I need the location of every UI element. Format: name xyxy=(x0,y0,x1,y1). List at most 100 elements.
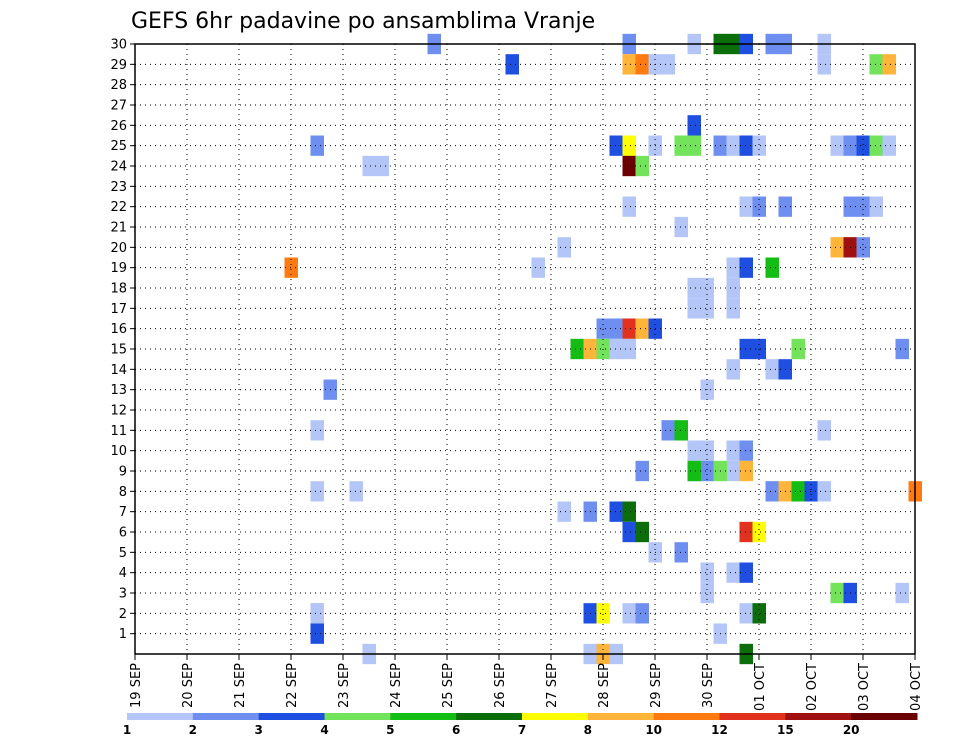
heatmap-cell xyxy=(622,54,636,75)
colorbar-label: 8 xyxy=(584,723,592,737)
heatmap-cell xyxy=(765,481,779,502)
colorbar-segment xyxy=(258,713,325,720)
heatmap-cell xyxy=(791,338,805,360)
heatmap-cell xyxy=(505,54,519,75)
heatmap-cell xyxy=(622,155,636,177)
x-tick-label: 01 OCT xyxy=(753,663,768,711)
heatmap-cell xyxy=(284,257,298,278)
heatmap-cell xyxy=(804,481,818,502)
heatmap-cell xyxy=(700,277,714,299)
y-tick-label: 27 xyxy=(110,99,127,114)
colorbar-label: 15 xyxy=(777,723,794,737)
colorbar-segment xyxy=(785,713,852,720)
heatmap-cell xyxy=(726,460,740,482)
heatmap-cell xyxy=(622,196,636,217)
y-tick-label: 28 xyxy=(110,78,127,93)
heatmap-cell xyxy=(739,338,753,360)
y-tick-label: 2 xyxy=(119,607,127,622)
heatmap-cell xyxy=(700,440,714,461)
heatmap-cell xyxy=(752,521,766,543)
heatmap-cell xyxy=(882,135,896,156)
y-tick-label: 7 xyxy=(119,505,127,520)
y-tick-label: 20 xyxy=(110,241,127,256)
colorbar: 1 2 3 4 5 6 7 8 10 12 15 20 xyxy=(123,713,918,737)
x-tick-label: 03 OCT xyxy=(857,663,872,711)
heatmap-cell xyxy=(869,54,883,75)
x-tick-label: 26 SEP xyxy=(493,663,508,708)
heatmap-cell xyxy=(622,338,636,360)
heatmap-cell xyxy=(856,237,870,258)
heatmap-cell xyxy=(609,318,623,339)
y-tick-label: 29 xyxy=(110,58,127,73)
heatmap-cell xyxy=(700,460,714,482)
colorbar-label: 2 xyxy=(189,723,197,737)
heatmap-cell xyxy=(609,338,623,360)
y-tick-label: 26 xyxy=(110,119,127,134)
heatmap-cell xyxy=(882,54,896,75)
heatmap-cell xyxy=(609,501,623,522)
x-tick-label: 04 OCT xyxy=(909,663,924,711)
heatmap-cell xyxy=(661,54,675,75)
x-tick-label: 30 SEP xyxy=(701,663,716,708)
heatmap-cell xyxy=(310,623,324,644)
y-tick-label: 8 xyxy=(119,485,127,500)
x-tick-label: 29 SEP xyxy=(649,663,664,708)
heatmap-cell xyxy=(622,318,636,339)
heatmap-cell xyxy=(674,216,688,238)
heatmap-cell xyxy=(700,298,714,319)
heatmap-cell xyxy=(310,135,324,156)
heatmap-cell xyxy=(570,338,584,360)
heatmap-cell xyxy=(830,135,844,156)
y-tick-label: 14 xyxy=(110,363,127,378)
y-tick-label: 12 xyxy=(110,404,127,419)
heatmap-cell xyxy=(661,420,675,441)
heatmap-cell xyxy=(687,115,701,136)
heatmap-cell xyxy=(726,277,740,299)
heatmap-cell xyxy=(622,135,636,156)
heatmap-cell xyxy=(739,603,753,624)
y-axis: 1234567891011121314151617181920212223242… xyxy=(110,38,135,642)
heatmap-cell xyxy=(635,460,649,482)
heatmap-cell xyxy=(817,481,831,502)
heatmap-cell xyxy=(726,298,740,319)
y-tick-label: 11 xyxy=(110,424,127,439)
heatmap-cell xyxy=(817,54,831,75)
heatmap-cell xyxy=(310,481,324,502)
y-tick-label: 16 xyxy=(110,322,127,337)
heatmap-cell xyxy=(687,135,701,156)
heatmap-cell xyxy=(635,318,649,339)
heatmap-cell xyxy=(674,542,688,563)
heatmap-cell xyxy=(622,501,636,522)
heatmap-cell xyxy=(596,603,610,624)
colorbar-segment xyxy=(324,713,391,720)
x-tick-label: 23 SEP xyxy=(337,663,352,708)
x-tick-label: 24 SEP xyxy=(389,663,404,708)
heatmap-cell xyxy=(752,196,766,217)
heatmap-cell xyxy=(687,277,701,299)
heatmap-cell xyxy=(687,298,701,319)
y-tick-label: 13 xyxy=(110,383,127,398)
heatmap-cell xyxy=(349,481,363,502)
heatmap-cell xyxy=(700,582,714,604)
colorbar-segment xyxy=(127,713,194,720)
heatmap-cell xyxy=(739,135,753,156)
heatmap-cell xyxy=(375,155,389,177)
colorbar-segment xyxy=(851,713,918,720)
heatmap-cell xyxy=(362,155,376,177)
heatmap-cell xyxy=(310,420,324,441)
heatmap-cell xyxy=(739,562,753,583)
heatmap-cell xyxy=(557,237,571,258)
heatmap-cell xyxy=(739,460,753,482)
y-tick-label: 6 xyxy=(119,526,127,541)
gridlines xyxy=(135,43,915,654)
heatmap-cell xyxy=(674,420,688,441)
heatmap-cell xyxy=(622,521,636,543)
colorbar-segment xyxy=(587,713,655,720)
heatmap-cell xyxy=(752,135,766,156)
x-tick-label: 02 OCT xyxy=(805,663,820,711)
colorbar-label: 12 xyxy=(711,723,728,737)
heatmap-cell xyxy=(596,318,610,339)
heatmap-cell xyxy=(752,603,766,624)
x-tick-label: 22 SEP xyxy=(285,663,300,708)
